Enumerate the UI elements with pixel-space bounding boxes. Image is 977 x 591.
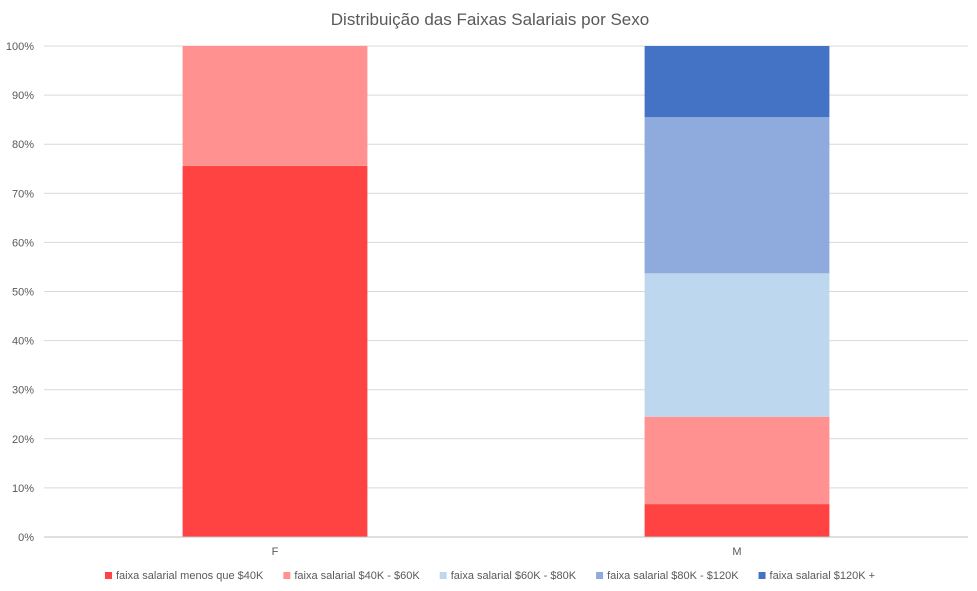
legend-item: faixa salarial $60K - $80K <box>439 570 577 582</box>
bars <box>182 46 830 537</box>
legend-swatch <box>104 572 112 579</box>
bar-segment <box>644 416 830 505</box>
legend-label: faixa salarial menos que $40K <box>116 570 264 582</box>
legend-label: faixa salarial $60K - $80K <box>451 570 577 582</box>
legend-label: faixa salarial $120K + <box>770 570 875 582</box>
y-tick-label: 30% <box>12 385 34 397</box>
legend-item: faixa salarial $80K - $120K <box>596 570 739 582</box>
bar-segment <box>644 117 830 274</box>
bar-segment <box>644 504 830 537</box>
legend-swatch <box>283 572 291 579</box>
y-tick-label: 70% <box>12 188 34 200</box>
legend-item: faixa salarial $120K + <box>758 570 875 582</box>
y-tick-label: 0% <box>18 532 34 544</box>
y-tick-label: 10% <box>12 483 34 495</box>
x-category-label: M <box>732 546 741 558</box>
y-tick-label: 100% <box>6 41 34 53</box>
legend-label: faixa salarial $80K - $120K <box>607 570 739 582</box>
legend-label: faixa salarial $40K - $60K <box>294 570 420 582</box>
y-tick-label: 90% <box>12 90 34 102</box>
legend-swatch <box>439 572 447 579</box>
legend: faixa salarial menos que $40K faixa salar… <box>104 570 875 582</box>
bar-segment <box>182 165 368 537</box>
y-tick-label: 80% <box>12 139 34 151</box>
legend-item: faixa salarial menos que $40K <box>104 570 264 582</box>
y-tick-label: 20% <box>12 434 34 446</box>
bar-segment <box>644 273 830 417</box>
bar-segment <box>182 46 368 166</box>
bar-segment <box>644 46 830 118</box>
y-tick-label: 40% <box>12 336 34 348</box>
chart-title: Distribuição das Faixas Salariais por Se… <box>331 10 649 29</box>
x-category-label: F <box>272 546 279 558</box>
legend-item: faixa salarial $40K - $60K <box>283 570 420 582</box>
y-tick-label: 50% <box>12 287 34 299</box>
legend-swatch <box>596 572 604 579</box>
legend-swatch <box>758 572 766 579</box>
y-tick-label: 60% <box>12 237 34 249</box>
axes: 0% 10% 20% 30% 40% 50% 60% 70% 80% 90% 100% F M <box>6 41 968 558</box>
